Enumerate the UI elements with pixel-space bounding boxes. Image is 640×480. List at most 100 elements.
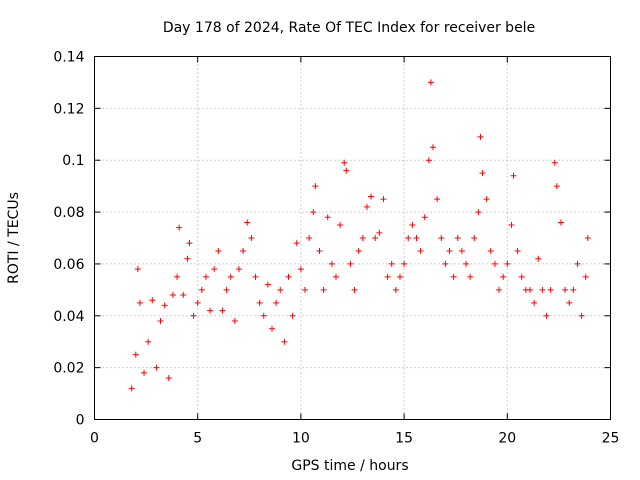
data-point bbox=[582, 273, 589, 280]
data-point bbox=[223, 286, 230, 293]
data-point bbox=[359, 235, 366, 241]
data-point bbox=[539, 286, 546, 293]
data-point bbox=[427, 79, 434, 86]
data-point bbox=[240, 247, 247, 254]
data-point bbox=[409, 222, 416, 229]
data-point bbox=[363, 203, 370, 210]
data-point bbox=[256, 299, 263, 306]
data-point bbox=[434, 196, 441, 203]
data-point bbox=[570, 286, 577, 293]
data-point bbox=[235, 266, 242, 273]
data-point bbox=[145, 338, 152, 345]
data-point bbox=[380, 196, 387, 203]
data-point bbox=[149, 297, 156, 304]
data-point bbox=[343, 167, 350, 174]
data-point bbox=[543, 312, 550, 319]
data-point bbox=[450, 273, 457, 280]
data-point bbox=[471, 235, 478, 241]
data-point bbox=[324, 214, 331, 221]
data-point bbox=[176, 224, 183, 231]
data-point bbox=[285, 273, 292, 280]
x-axis-title: GPS time / hours bbox=[291, 458, 408, 474]
data-point bbox=[211, 266, 218, 273]
data-point bbox=[477, 133, 484, 140]
data-point bbox=[153, 364, 160, 371]
data-point bbox=[316, 247, 323, 254]
data-point bbox=[518, 273, 525, 280]
data-point bbox=[401, 260, 408, 267]
data-point bbox=[463, 260, 470, 267]
data-point bbox=[198, 286, 205, 293]
data-point bbox=[219, 307, 226, 314]
data-point bbox=[161, 302, 168, 309]
grid-lines bbox=[94, 56, 611, 420]
data-point bbox=[312, 183, 319, 190]
y-tick-label: 0.12 bbox=[53, 101, 84, 117]
data-point bbox=[297, 266, 304, 273]
data-point bbox=[417, 247, 424, 254]
axis-ticks bbox=[94, 56, 611, 420]
x-tick-labels: 0 5 10 15 20 25 bbox=[90, 431, 619, 447]
data-point bbox=[510, 172, 517, 179]
data-point bbox=[174, 273, 181, 280]
data-point bbox=[388, 260, 395, 267]
data-point bbox=[132, 351, 139, 358]
data-point bbox=[289, 312, 296, 319]
data-point bbox=[483, 196, 490, 203]
data-point bbox=[504, 260, 511, 267]
data-point bbox=[341, 159, 348, 166]
y-tick-labels: 0 0.02 0.04 0.06 0.08 0.1 0.12 0.14 bbox=[53, 50, 84, 429]
data-point bbox=[491, 260, 498, 267]
data-point bbox=[165, 375, 172, 382]
y-tick-label: 0.1 bbox=[62, 153, 84, 169]
data-point bbox=[186, 240, 193, 247]
data-point bbox=[293, 240, 300, 247]
data-point bbox=[396, 273, 403, 280]
data-point bbox=[487, 247, 494, 254]
data-point bbox=[328, 260, 335, 267]
data-point bbox=[264, 281, 271, 288]
data-point bbox=[574, 260, 581, 267]
data-point bbox=[392, 286, 399, 293]
data-point bbox=[458, 247, 465, 254]
data-point bbox=[136, 299, 143, 306]
data-point bbox=[248, 235, 255, 241]
y-tick-label: 0.08 bbox=[53, 205, 84, 221]
data-point bbox=[446, 247, 453, 254]
data-point bbox=[454, 235, 461, 241]
data-point bbox=[384, 273, 391, 280]
data-point bbox=[376, 229, 383, 236]
data-point bbox=[467, 273, 474, 280]
data-point bbox=[332, 273, 339, 280]
data-point bbox=[425, 157, 432, 164]
data-point bbox=[562, 286, 569, 293]
data-point bbox=[429, 144, 436, 151]
data-point bbox=[202, 273, 209, 280]
plot-frame bbox=[94, 56, 611, 420]
x-tick-label: 5 bbox=[193, 431, 202, 447]
data-point bbox=[252, 273, 259, 280]
y-tick-label: 0 bbox=[76, 413, 85, 429]
data-point bbox=[421, 214, 428, 221]
data-point bbox=[180, 292, 187, 299]
data-point bbox=[514, 247, 521, 254]
data-point bbox=[584, 235, 591, 241]
data-point bbox=[157, 317, 164, 324]
data-point bbox=[337, 222, 344, 229]
data-point bbox=[531, 299, 538, 306]
data-point bbox=[231, 317, 238, 324]
data-point bbox=[475, 209, 482, 216]
x-tick-label: 15 bbox=[395, 431, 413, 447]
data-point bbox=[442, 260, 449, 267]
data-point bbox=[496, 286, 503, 293]
y-tick-label: 0.14 bbox=[53, 50, 84, 66]
data-point bbox=[184, 255, 191, 262]
data-point bbox=[566, 299, 573, 306]
data-point bbox=[281, 338, 288, 345]
data-point bbox=[405, 235, 412, 241]
data-point bbox=[190, 312, 197, 319]
data-point bbox=[351, 286, 358, 293]
y-tick-label: 0.04 bbox=[53, 309, 84, 325]
data-point bbox=[260, 312, 267, 319]
